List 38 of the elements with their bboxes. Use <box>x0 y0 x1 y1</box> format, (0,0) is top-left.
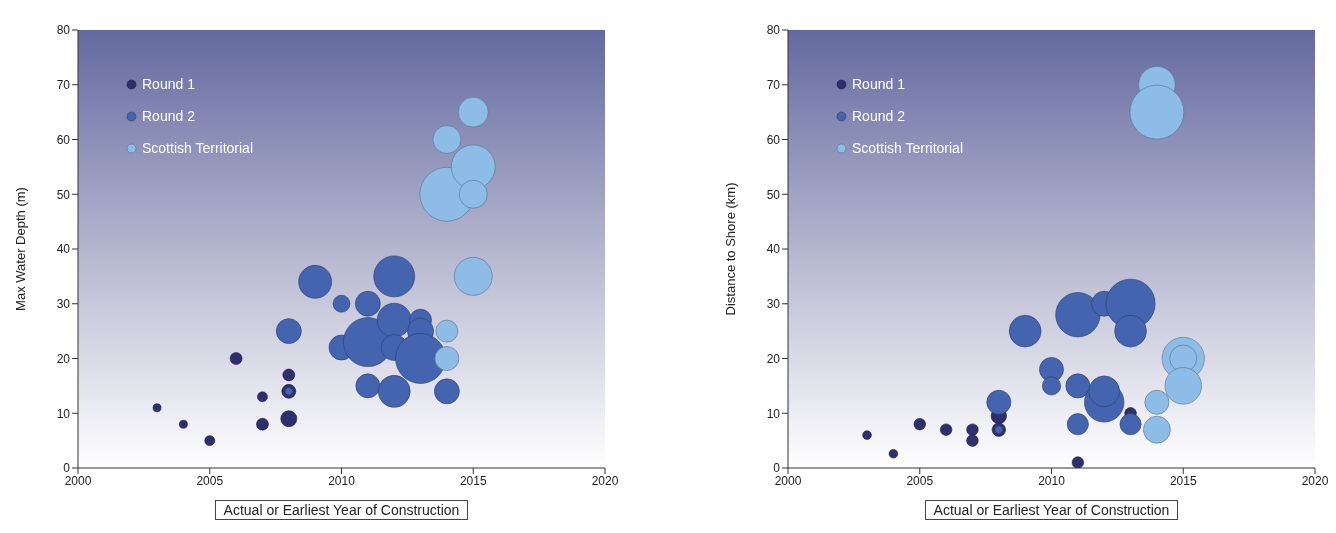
y-tick-label: 80 <box>56 23 71 38</box>
x-tick-label: 2015 <box>1169 473 1197 488</box>
legend-label: Round 1 <box>852 75 905 94</box>
y-tick-label: 10 <box>766 406 781 421</box>
x-axis-title: Actual or Earliest Year of Construction <box>214 500 469 520</box>
x-axis-title: Actual or Earliest Year of Construction <box>924 500 1179 520</box>
x-tick-label: 2020 <box>591 473 619 488</box>
y-tick-label: 60 <box>766 132 781 147</box>
y-tick-label: 10 <box>56 406 71 421</box>
y-tick-label: 20 <box>56 351 71 366</box>
legend-label: Scottish Territorial <box>852 139 964 158</box>
y-tick-label: 20 <box>766 351 781 366</box>
legend-label: Round 2 <box>142 107 195 126</box>
y-tick-label: 50 <box>56 187 71 202</box>
x-tick-label: 2015 <box>459 473 487 488</box>
y-tick-label: 40 <box>56 242 71 257</box>
legend-label: Scottish Territorial <box>142 139 254 158</box>
x-tick-label: 2020 <box>1301 473 1329 488</box>
y-tick-label: 0 <box>773 461 781 476</box>
y-tick-label: 60 <box>56 132 71 147</box>
x-tick-label: 2005 <box>196 473 224 488</box>
y-tick-label: 0 <box>63 461 71 476</box>
x-tick-label: 2000 <box>64 473 92 488</box>
legend-label: Round 2 <box>852 107 905 126</box>
x-tick-label: 2005 <box>906 473 934 488</box>
y-tick-label: 30 <box>56 297 71 312</box>
x-tick-label: 2000 <box>774 473 802 488</box>
legend-label: Round 1 <box>142 75 195 94</box>
y-axis-title: Max Water Depth (m) <box>12 187 28 311</box>
y-tick-label: 70 <box>766 78 781 93</box>
y-tick-label: 30 <box>766 297 781 312</box>
y-tick-label: 80 <box>766 23 781 38</box>
y-axis-title: Distance to Shore (km) <box>722 182 738 316</box>
y-tick-label: 40 <box>766 242 781 257</box>
y-tick-label: 50 <box>766 187 781 202</box>
y-tick-label: 70 <box>56 78 71 93</box>
x-tick-label: 2010 <box>1038 473 1066 488</box>
x-tick-label: 2010 <box>328 473 356 488</box>
